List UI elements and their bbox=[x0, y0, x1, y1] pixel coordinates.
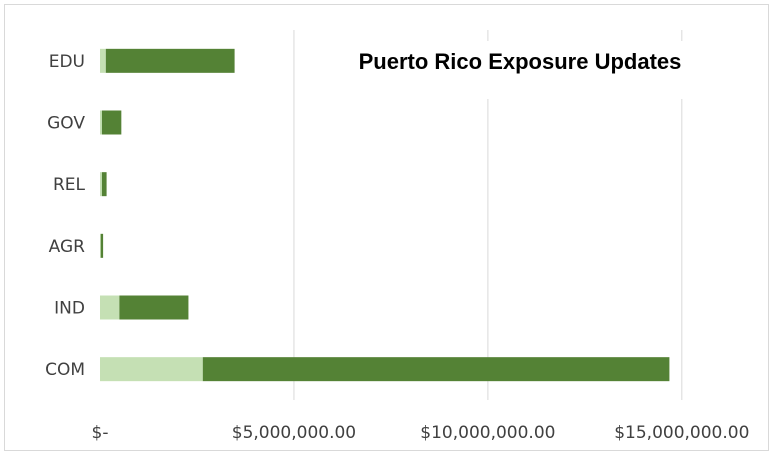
bar-segment bbox=[100, 295, 120, 320]
chart-title: Puerto Rico Exposure Updates bbox=[359, 49, 682, 74]
category-labels: EDU GOV REL AGR IND COM bbox=[45, 52, 85, 380]
x-tick-label: $15,000,000.00 bbox=[614, 423, 749, 443]
bar-segment bbox=[100, 110, 102, 135]
bars bbox=[100, 48, 670, 382]
y-category-label: EDU bbox=[49, 52, 85, 72]
bar-segment bbox=[105, 48, 235, 73]
chart-title-background bbox=[310, 41, 730, 99]
x-tick-label: $- bbox=[92, 423, 109, 443]
bar-segment bbox=[100, 48, 106, 73]
bar-segment bbox=[100, 233, 104, 258]
y-category-label: GOV bbox=[47, 114, 85, 134]
bar-segment bbox=[100, 172, 102, 197]
y-category-label: IND bbox=[54, 299, 85, 319]
bar-segment bbox=[100, 357, 203, 382]
y-category-label: COM bbox=[45, 360, 85, 380]
chart-frame: EDU GOV REL AGR IND COM $- $5,000,000.00 $10,00… bbox=[4, 4, 769, 451]
x-tick-label: $5,000,000.00 bbox=[232, 423, 356, 443]
x-tick-label: $10,000,000.00 bbox=[420, 423, 555, 443]
bar-segment bbox=[101, 172, 107, 197]
bar-chart: EDU GOV REL AGR IND COM $- $5,000,000.00 $10,00… bbox=[45, 30, 750, 443]
bar-segment bbox=[101, 110, 122, 135]
bar-segment bbox=[119, 295, 189, 320]
y-category-label: AGR bbox=[49, 237, 86, 257]
x-axis-tick-labels: $- $5,000,000.00 $10,000,000.00 $15,000,000… bbox=[92, 423, 750, 443]
bar-segment bbox=[100, 233, 101, 258]
bar-segment bbox=[202, 357, 670, 382]
y-category-label: REL bbox=[53, 175, 86, 195]
